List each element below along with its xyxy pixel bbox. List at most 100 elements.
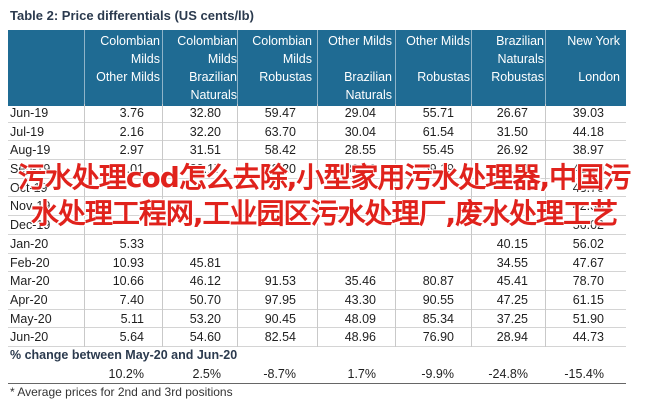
row-label: Nov-19 bbox=[10, 199, 51, 214]
table-cell: 32.20 bbox=[189, 124, 221, 139]
table-cell: 76.90 bbox=[422, 330, 454, 345]
column-header-line: Brazilian bbox=[189, 70, 237, 84]
row-label: Oct-19 bbox=[10, 180, 48, 195]
table-cell: 90.45 bbox=[264, 311, 296, 326]
row-label: Feb-20 bbox=[10, 255, 50, 270]
table-row: Jun-19 3.76 32.80 59.47 29.04 55.71 26.67 39.03 bbox=[8, 104, 626, 123]
column-divider bbox=[317, 104, 318, 348]
header-divider bbox=[471, 30, 472, 106]
column-header-5: Other Milds Robustas bbox=[398, 30, 470, 106]
row-label: Jan-20 bbox=[10, 236, 49, 251]
column-header-7: New York London bbox=[548, 30, 620, 106]
header-divider bbox=[395, 30, 396, 106]
table-cell: 7.40 bbox=[119, 292, 144, 307]
table-cell: 47.25 bbox=[496, 292, 528, 307]
table-cell: 5.64 bbox=[119, 330, 144, 345]
row-label: Jun-19 bbox=[10, 106, 49, 120]
table-cell: 10.93 bbox=[112, 255, 144, 270]
column-header-line: Robustas bbox=[417, 70, 470, 84]
table-cell: 43.30 bbox=[344, 292, 376, 307]
column-header-line bbox=[88, 86, 160, 104]
table-cell: 55.71 bbox=[422, 106, 454, 120]
table-cell: 46.12 bbox=[189, 274, 221, 289]
table-cell: 58.42 bbox=[264, 143, 296, 158]
table-cell: 45.81 bbox=[189, 255, 221, 270]
pct-change-cell: -15.4% bbox=[564, 367, 604, 381]
footnote: * Average prices for 2nd and 3rd positio… bbox=[10, 385, 233, 399]
column-header-6: Brazilian Naturals Robustas bbox=[474, 30, 544, 106]
table-cell: 59.47 bbox=[264, 106, 296, 120]
column-header-3: Colombian Milds Robustas bbox=[240, 30, 312, 106]
column-header-1: Colombian Milds Other Milds bbox=[88, 30, 160, 106]
table-cell: 5.33 bbox=[119, 236, 144, 251]
header-divider bbox=[162, 30, 163, 106]
table-cell: 32.80 bbox=[189, 106, 221, 120]
table-cell: 78.70 bbox=[572, 274, 604, 289]
pct-change-row: 10.2% 2.5% -8.7% 1.7% -9.9% -24.8% -15.4% bbox=[8, 366, 626, 383]
table-cell: 29.04 bbox=[344, 106, 376, 120]
column-header-4: Other Milds Brazilian Naturals bbox=[320, 30, 392, 106]
table-cell: 45.41 bbox=[496, 274, 528, 289]
table-cell: 63.70 bbox=[264, 124, 296, 139]
table-cell: 61.54 bbox=[422, 124, 454, 139]
table-cell: 26.92 bbox=[496, 143, 528, 158]
table-cell: 10.66 bbox=[112, 274, 144, 289]
table-cell: 37.25 bbox=[496, 311, 528, 326]
column-header-line: Naturals bbox=[190, 88, 237, 102]
row-label: Aug-19 bbox=[10, 143, 51, 158]
row-label: Apr-20 bbox=[10, 292, 48, 307]
table-cell: 39.03 bbox=[572, 106, 604, 120]
pct-change-cell: 10.2% bbox=[108, 367, 144, 381]
table-cell: 2.16 bbox=[119, 124, 144, 139]
row-label: Mar-20 bbox=[10, 274, 50, 289]
table-cell: 47.67 bbox=[572, 255, 604, 270]
header-divider bbox=[237, 30, 238, 106]
column-header-line bbox=[320, 50, 392, 68]
header-divider bbox=[545, 30, 546, 106]
column-divider bbox=[162, 104, 163, 348]
table-cell: 44.18 bbox=[572, 124, 604, 139]
column-header-line: Brazilian bbox=[496, 34, 544, 48]
column-header-line: Robustas bbox=[259, 70, 312, 84]
header-divider bbox=[317, 30, 318, 106]
table-cell: 51.90 bbox=[572, 311, 604, 326]
table-cell: 61.15 bbox=[572, 292, 604, 307]
table-cell: 80.87 bbox=[422, 274, 454, 289]
table-cell: 90.55 bbox=[422, 292, 454, 307]
table-cell: 62.20 bbox=[264, 162, 296, 177]
table-title: Table 2: Price differentials (US cents/l… bbox=[10, 8, 254, 23]
column-header-line bbox=[398, 50, 470, 68]
table-cell: 55.45 bbox=[422, 143, 454, 158]
table-cell: 56.02 bbox=[572, 218, 604, 233]
column-header-line bbox=[548, 50, 620, 68]
table-cell: 31.51 bbox=[189, 143, 221, 158]
column-header-line: Colombian bbox=[252, 34, 312, 48]
column-header-line: Other Milds bbox=[406, 34, 470, 48]
table-cell: 3.01 bbox=[119, 162, 144, 177]
column-header-line bbox=[474, 86, 544, 104]
table-cell: 30.16 bbox=[344, 162, 376, 177]
table-header: Colombian Milds Other Milds Colombian Milds… bbox=[8, 30, 626, 106]
column-header-line: Colombian bbox=[177, 34, 237, 48]
table-cell: 82.54 bbox=[264, 330, 296, 345]
column-header-line: Milds bbox=[282, 52, 312, 66]
table-row: Aug-19 2.97 31.51 58.42 28.55 55.45 26.92 38.97 bbox=[8, 141, 626, 161]
table-cell: 5.11 bbox=[120, 311, 144, 326]
column-header-line: Robustas bbox=[491, 70, 544, 84]
table-cell: 30.04 bbox=[344, 124, 376, 139]
table-cell: 38.97 bbox=[572, 143, 604, 158]
table-cell: 35.46 bbox=[344, 274, 376, 289]
column-header-line bbox=[398, 86, 470, 104]
row-label: Jul-19 bbox=[10, 124, 45, 139]
table-cell: 33.17 bbox=[189, 162, 221, 177]
column-divider bbox=[395, 104, 396, 348]
row-label: Jun-20 bbox=[10, 330, 49, 345]
column-header-line: Naturals bbox=[345, 88, 392, 102]
column-header-2: Colombian Milds Brazilian Naturals bbox=[165, 30, 237, 106]
pct-change-label: % change between May-20 and Jun-20 bbox=[10, 348, 238, 362]
pct-change-cell: 2.5% bbox=[192, 367, 222, 381]
table-cell: 34.55 bbox=[496, 255, 528, 270]
table-cell: 59.19 bbox=[422, 162, 454, 177]
pct-change-cell: -8.7% bbox=[263, 367, 296, 381]
column-header-line: Colombian bbox=[100, 34, 160, 48]
